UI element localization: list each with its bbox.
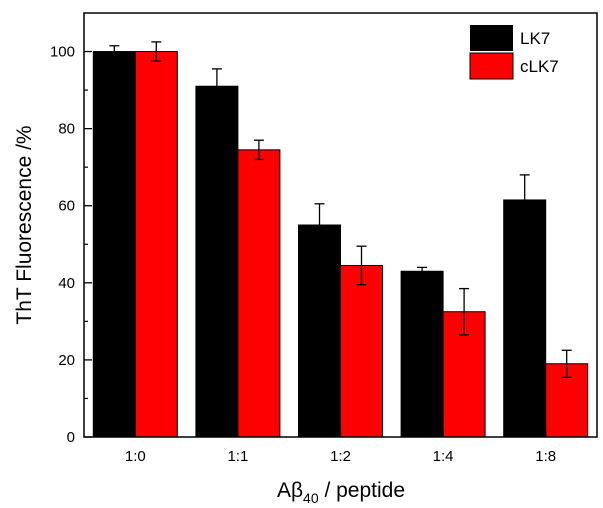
x-axis-title-main: Aβ [277,479,303,502]
y-tick-label-0: 0 [67,429,75,446]
legend-label-clk7: cLK7 [520,57,559,76]
x-tick-label-1: 1:1 [227,448,248,465]
bar-lk7-1 [195,85,239,438]
error-bar-clk7-1 [253,139,264,161]
bar-lk7-4 [503,199,547,438]
error-bar-lk7-4 [519,174,530,226]
x-tick-label-0: 1:0 [125,448,146,465]
y-tick-label-80: 80 [58,121,75,138]
error-bar-clk7-3 [459,287,470,336]
error-bars-layer [109,41,572,378]
y-tick-label-100: 100 [50,44,75,61]
x-axis-title-rest: / peptide [319,479,405,502]
error-bar-lk7-1 [211,68,222,105]
x-tick-label-4: 1:8 [535,448,556,465]
legend: LK7 cLK7 [469,25,559,80]
y-tick-label-40: 40 [58,275,75,292]
error-bar-clk7-0 [151,41,162,62]
error-bar-clk7-2 [356,245,367,286]
bars-layer [92,51,589,438]
x-axis-title: Aβ40 / peptide [277,479,405,506]
y-tick-label-20: 20 [58,352,75,369]
y-axis: 0 20 40 60 80 100 [50,44,92,446]
bar-clk7-2 [340,264,383,438]
legend-label-lk7: LK7 [520,29,550,48]
error-bar-lk7-0 [109,45,120,58]
bar-lk7-0 [92,51,136,438]
error-bar-lk7-3 [417,266,428,276]
y-axis-title: ThT Fluorescence /% [13,125,36,324]
x-tick-label-3: 1:4 [433,448,454,465]
bar-clk7-0 [134,51,178,438]
error-bar-clk7-4 [561,349,572,378]
legend-swatch-lk7 [470,25,513,51]
y-tick-label-60: 60 [58,198,75,215]
bar-lk7-2 [298,224,341,438]
bar-lk7-3 [400,270,444,438]
x-axis-title-subscript: 40 [303,490,319,506]
error-bar-lk7-2 [314,203,325,247]
bar-clk7-1 [237,149,281,438]
x-axis: 1:0 1:1 1:2 1:4 1:8 [125,431,556,465]
x-tick-label-2: 1:2 [330,448,351,465]
legend-swatch-clk7 [469,52,514,80]
